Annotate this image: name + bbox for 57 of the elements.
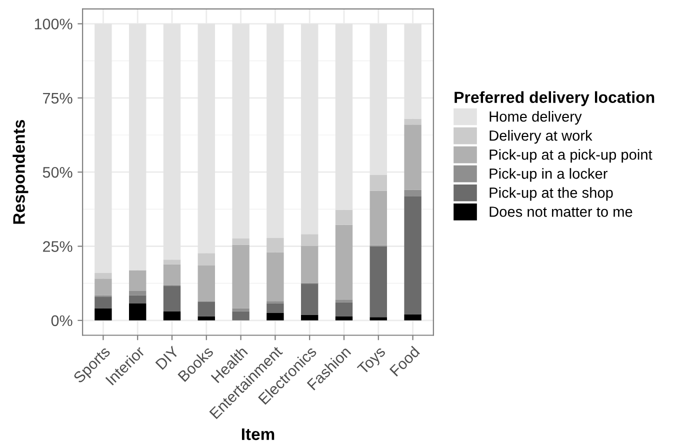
bar [232, 244, 250, 308]
legend-title: Preferred delivery location [454, 91, 654, 106]
bar [301, 314, 318, 320]
bar [94, 296, 112, 308]
bar [129, 295, 146, 304]
bar [163, 260, 181, 264]
x-tick-label: DIY [155, 346, 180, 370]
legend-label: Pick-up at the shop [490, 187, 613, 201]
bar [94, 308, 112, 320]
legend-label: Pick-up in a locker [490, 168, 608, 182]
bar [404, 124, 422, 190]
bar [94, 272, 112, 279]
y-tick-label: 75% [43, 92, 72, 104]
bar [404, 196, 422, 314]
bar [94, 278, 112, 296]
bar [266, 238, 284, 252]
legend-label: Pick-up at a pick-up point [490, 149, 652, 163]
bar [129, 291, 146, 296]
bar [335, 302, 353, 317]
y-tick-label: 100% [34, 18, 72, 30]
bar [163, 264, 181, 285]
legend-label: Does not matter to me [490, 206, 632, 217]
bar [266, 313, 284, 320]
bar [198, 253, 215, 266]
x-axis-title: Item [242, 428, 274, 440]
bar [198, 266, 215, 302]
y-axis-title: Respondents [12, 120, 28, 224]
bar [370, 246, 387, 318]
x-tick-label: Toys [356, 346, 388, 378]
bar [163, 286, 181, 312]
bar [370, 175, 387, 191]
bar [129, 270, 146, 292]
bar [266, 252, 284, 302]
legend-label: Delivery at work [490, 130, 592, 144]
bar [301, 284, 318, 315]
y-tick-label: 25% [43, 241, 72, 252]
bar [266, 303, 284, 313]
bar [232, 311, 250, 320]
bar [301, 234, 318, 246]
bar [335, 300, 353, 302]
bar [163, 312, 181, 320]
bar [404, 190, 422, 196]
bar [404, 314, 422, 320]
bar [335, 316, 353, 320]
bar [404, 118, 422, 125]
bar [370, 317, 387, 320]
bar [335, 224, 353, 300]
bar [232, 238, 250, 245]
bar [301, 246, 318, 283]
legend-label: Home delivery [490, 111, 582, 125]
bar [129, 304, 146, 320]
bar [370, 190, 387, 246]
bar [198, 316, 215, 320]
y-tick-label: 0% [51, 315, 72, 326]
bar [335, 210, 353, 225]
y-tick-label: 50% [42, 166, 72, 178]
bar [198, 302, 215, 316]
